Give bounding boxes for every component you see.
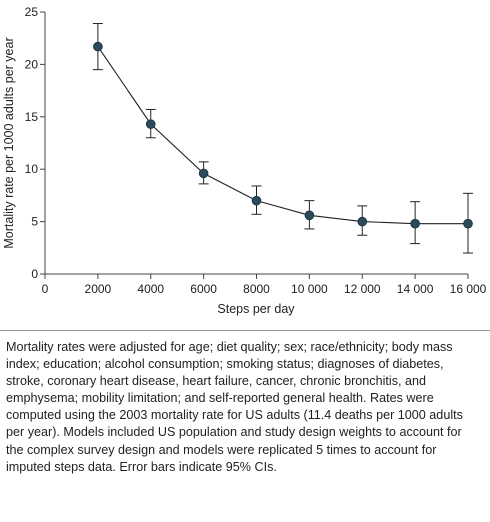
x-tick-label: 4000	[137, 282, 164, 296]
x-axis-label: Steps per day	[217, 302, 295, 316]
data-point	[357, 216, 368, 227]
x-tick-label: 16 000	[450, 282, 487, 296]
series-line	[97, 46, 468, 225]
data-point	[93, 41, 103, 52]
x-tick-label: 14 000	[397, 282, 434, 296]
x-tick-label: 8000	[243, 282, 270, 296]
chart-axes: 0 5 10 15 20 25 0 2000 4000 6000 8000 10 000 12 000 1…	[25, 5, 487, 296]
data-point	[304, 210, 315, 221]
x-tick-label: 10 000	[291, 282, 328, 296]
y-tick-label: 5	[31, 215, 38, 229]
y-axis-label: Mortality rate per 1000 adults per year	[2, 37, 16, 248]
chart-marks	[92, 23, 473, 254]
data-point	[463, 218, 473, 229]
mortality-chart: 0 5 10 15 20 25 0 2000 4000 6000 8000 10 000 12 000 1…	[2, 5, 487, 316]
y-tick-label: 20	[25, 57, 39, 71]
data-point	[145, 119, 156, 129]
figure-caption: Mortality rates were adjusted for age; d…	[6, 340, 463, 474]
x-tick-label: 6000	[190, 282, 217, 296]
x-tick-label: 0	[42, 282, 49, 296]
data-point	[410, 218, 420, 229]
y-tick-label: 25	[25, 5, 39, 19]
y-tick-label: 0	[31, 267, 38, 281]
x-tick-label: 12 000	[344, 282, 381, 296]
y-tick-label: 10	[25, 162, 39, 176]
caption-divider	[0, 330, 490, 331]
x-tick-label: 2000	[85, 282, 112, 296]
figure-caption-block: Mortality rates were adjusted for age; d…	[0, 330, 490, 476]
data-point	[251, 195, 262, 206]
y-tick-label: 15	[25, 110, 39, 124]
data-point	[198, 168, 209, 179]
